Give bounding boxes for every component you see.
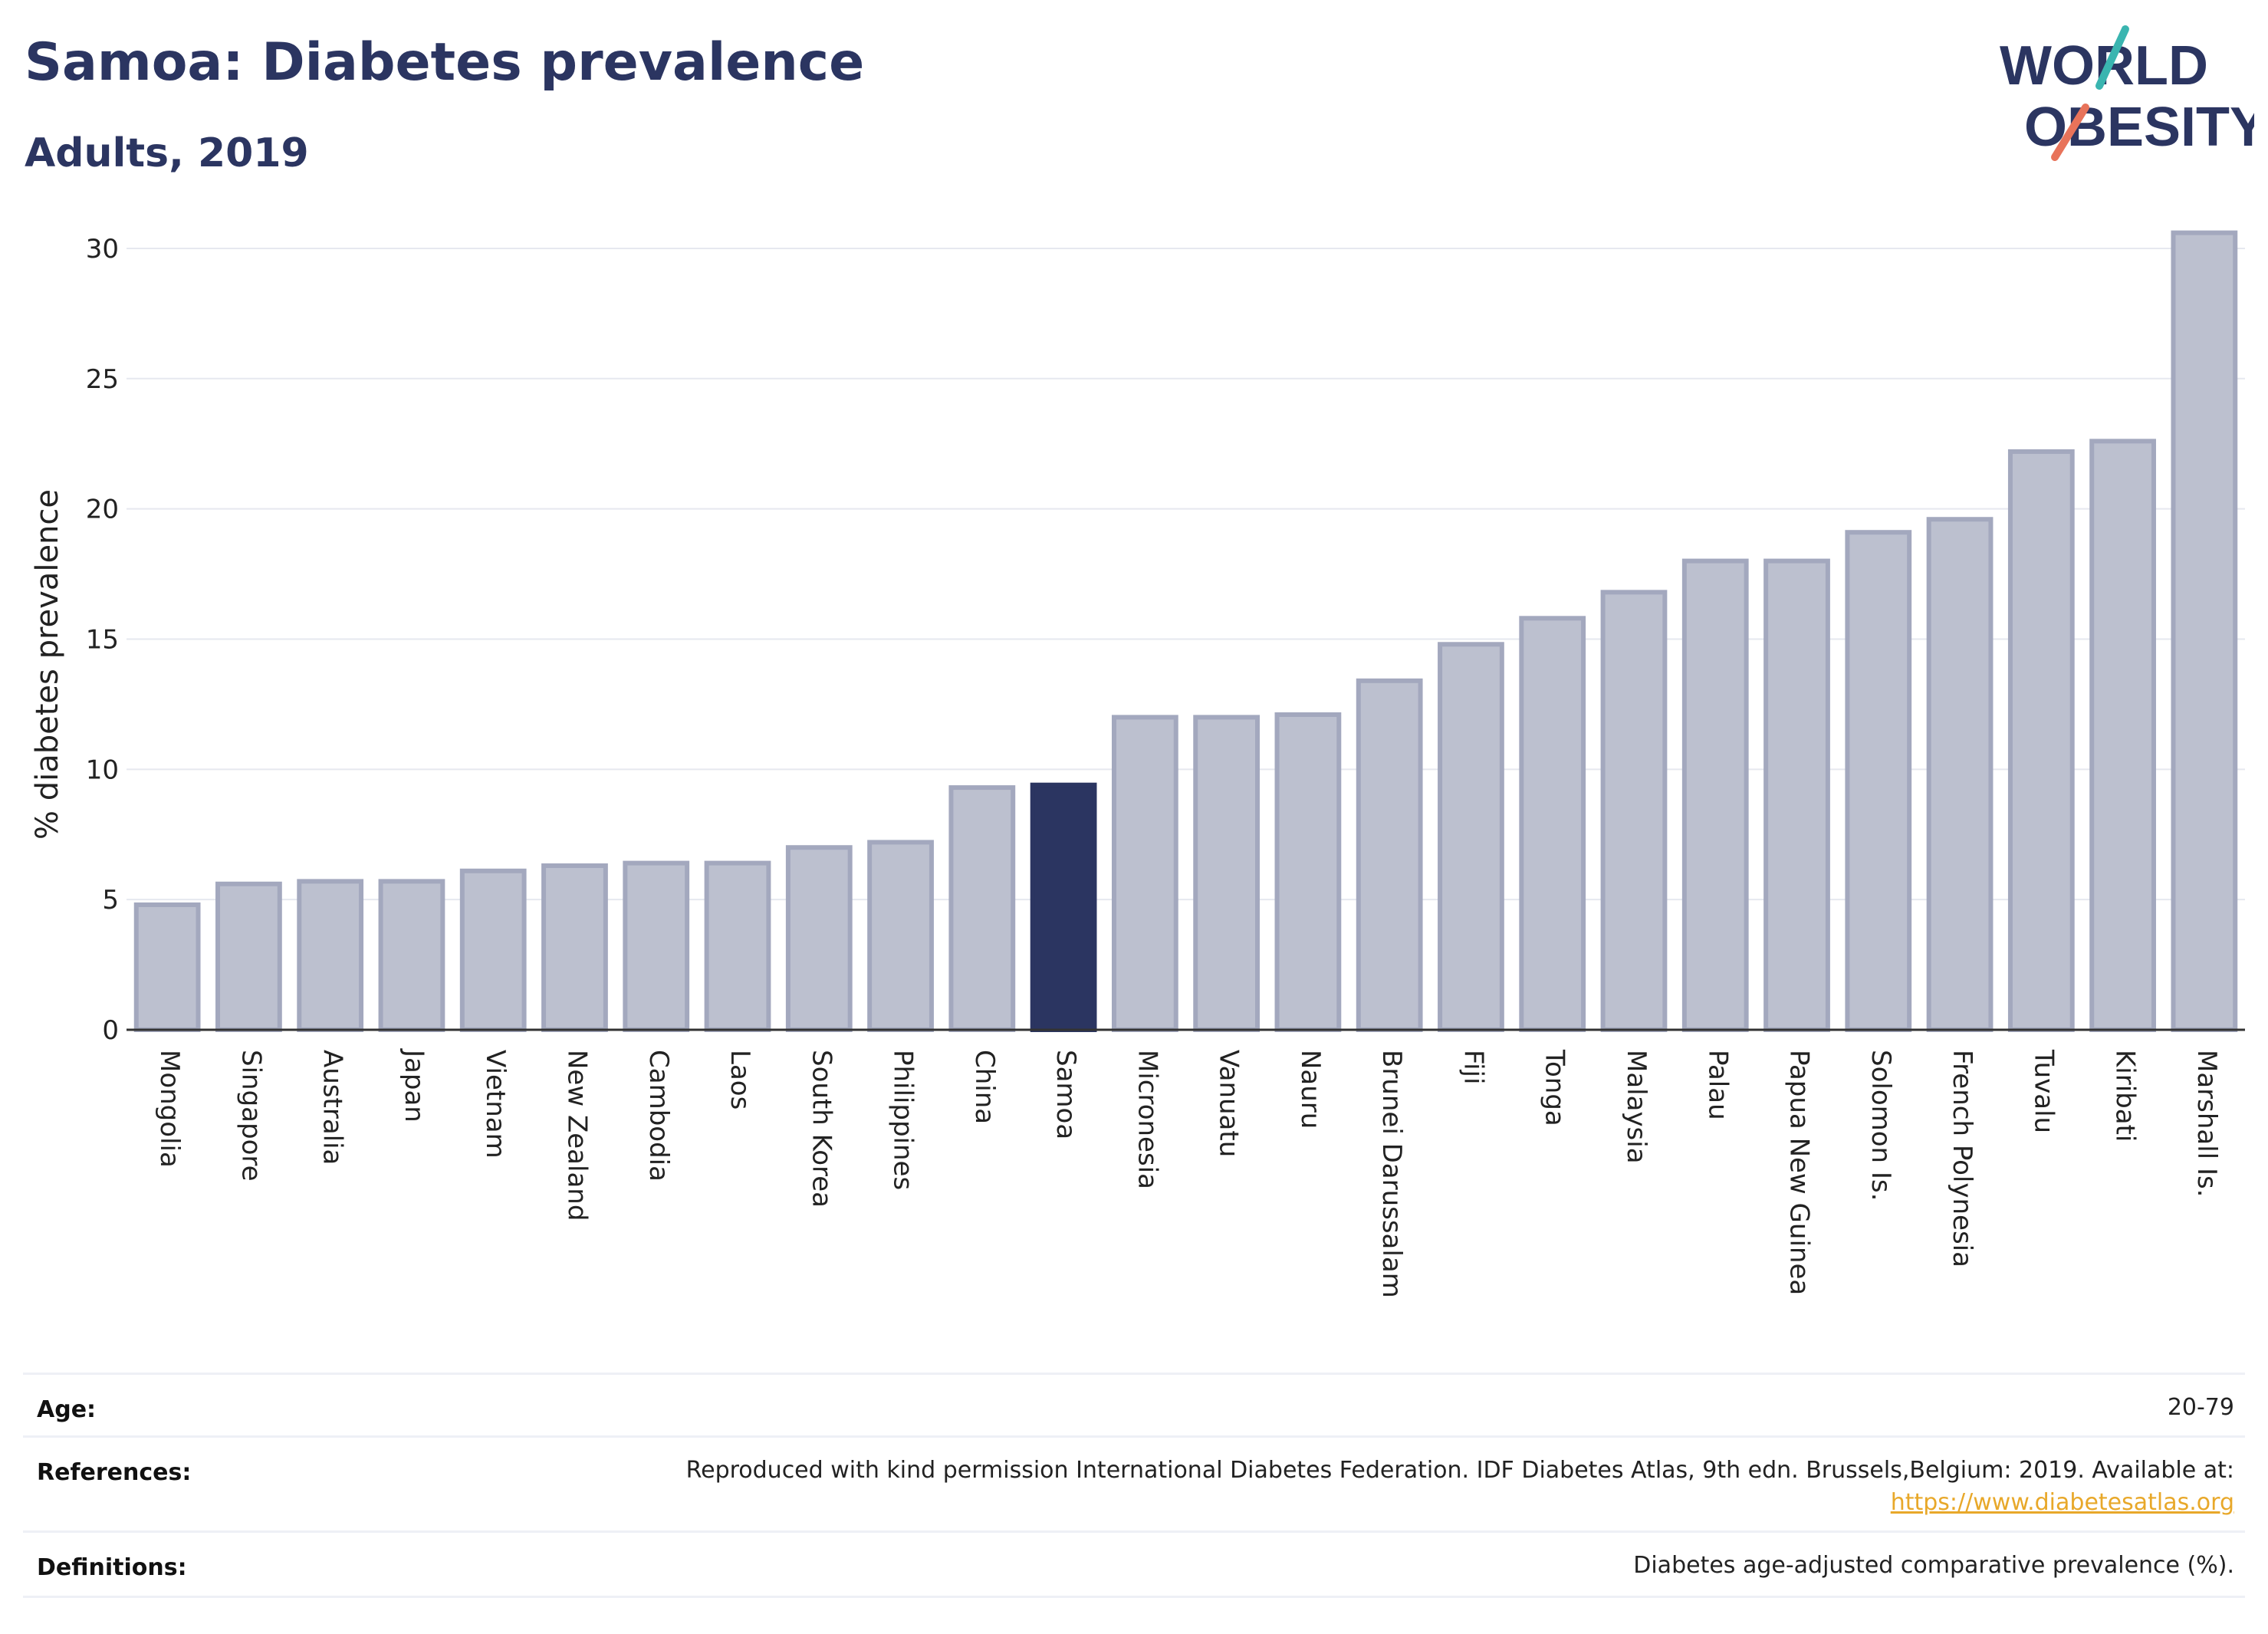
age-value: 20-79	[2167, 1394, 2234, 1421]
chart-title: Samoa: Diabetes prevalence	[25, 32, 865, 93]
bar-cambodia	[623, 860, 690, 1032]
bar-mongolia	[133, 902, 201, 1032]
bar-solomon-is	[1845, 530, 1912, 1032]
bar-vietnam	[459, 868, 527, 1032]
definitions-label: Definitions:	[37, 1554, 187, 1581]
x-tick-label: Palau	[1702, 1050, 1733, 1120]
x-tick-label: Japan	[399, 1048, 429, 1123]
bar-brunei-darussalam	[1356, 678, 1423, 1033]
y-tick-label: 30	[86, 234, 119, 265]
bar-philippines	[867, 840, 934, 1032]
bar-south-korea	[785, 845, 853, 1033]
x-tick-label: Fiji	[1458, 1050, 1488, 1084]
logo-slash-teal	[2095, 25, 2129, 90]
x-tick-label: Laos	[725, 1050, 755, 1110]
y-tick-label: 0	[102, 1015, 119, 1046]
bar-china	[948, 785, 1016, 1032]
x-tick-label: Tuvalu	[2028, 1049, 2059, 1133]
footer-row-references: References: Reproduced with kind permiss…	[23, 1435, 2245, 1533]
x-tick-label: South Korea	[806, 1050, 837, 1208]
x-tick-label: Tonga	[1540, 1049, 1570, 1126]
x-tick-label: New Zealand	[561, 1050, 592, 1221]
bar-chart: 0 5 10 15 20 25 30 Mongolia Singapore Australia J…	[30, 230, 2245, 1298]
bar-french-polynesia	[1926, 517, 1994, 1032]
x-tick-label: Australia	[317, 1050, 348, 1165]
chart-subtitle: Adults, 2019	[25, 130, 309, 176]
bar-nauru	[1274, 712, 1342, 1032]
bar-new-zealand	[541, 863, 608, 1032]
bar-laos	[704, 860, 771, 1032]
world-obesity-logo: WORLD OBESITY	[2000, 25, 2254, 161]
x-tick-label: Vietnam	[480, 1050, 511, 1159]
x-tick-labels: Mongolia Singapore Australia Japan Vietnam Ne…	[154, 1048, 2222, 1298]
bar-tuvalu	[2007, 449, 2075, 1032]
x-tick-label: Philippines	[888, 1050, 919, 1190]
bar-japan	[378, 879, 445, 1033]
bar-papua-new-guinea	[1763, 558, 1830, 1032]
bar-samoa	[1030, 782, 1097, 1033]
x-tick-label: Mongolia	[154, 1050, 185, 1168]
x-tick-label: Singapore	[235, 1050, 266, 1182]
bar-kiribati	[2089, 439, 2156, 1032]
y-tick-label: 20	[86, 495, 119, 525]
bar-vanuatu	[1193, 715, 1261, 1032]
y-tick-label: 25	[86, 364, 119, 395]
x-tick-label: Vanuatu	[1214, 1050, 1244, 1157]
bar-layer	[133, 230, 2238, 1033]
bar-singapore	[215, 881, 282, 1032]
logo-line1: WORLD	[2000, 35, 2208, 97]
y-tick-labels: 0 5 10 15 20 25 30	[86, 234, 119, 1046]
x-tick-label: Marshall Is.	[2191, 1050, 2222, 1198]
y-tick-label: 5	[102, 885, 119, 916]
x-tick-label: Nauru	[1295, 1050, 1326, 1129]
age-label: Age:	[37, 1396, 97, 1423]
x-tick-label: Papua New Guinea	[1784, 1050, 1815, 1295]
x-tick-label: Micronesia	[1132, 1050, 1162, 1189]
bar-malaysia	[1600, 590, 1668, 1032]
bar-tonga	[1519, 616, 1586, 1032]
y-tick-label: 15	[86, 624, 119, 655]
y-tick-label: 10	[86, 755, 119, 785]
bar-micronesia	[1111, 715, 1178, 1032]
bar-australia	[297, 879, 364, 1033]
logo-slash-coral	[2051, 104, 2089, 161]
x-tick-label: Malaysia	[1621, 1050, 1652, 1164]
references-text: Reproduced with kind permission Internat…	[685, 1457, 2234, 1484]
y-axis-label: % diabetes prevalence	[30, 489, 65, 840]
bar-marshall-is	[2171, 230, 2238, 1033]
x-tick-label: French Polynesia	[1947, 1050, 1977, 1267]
x-tick-label: China	[969, 1050, 1000, 1124]
bar-fiji	[1438, 642, 1504, 1032]
x-tick-label: Brunei Darussalam	[1376, 1050, 1407, 1298]
references-value: Reproduced with kind permission Internat…	[686, 1455, 2234, 1519]
footer-row-definitions: Definitions: Diabetes age-adjusted compa…	[23, 1530, 2245, 1598]
references-label: References:	[37, 1459, 192, 1486]
x-tick-label: Cambodia	[643, 1050, 674, 1182]
references-link[interactable]: https://www.diabetesatlas.org	[1890, 1489, 2234, 1516]
bar-palau	[1681, 558, 1749, 1032]
definitions-value: Diabetes age-adjusted comparative preval…	[1633, 1552, 2234, 1579]
x-tick-label: Samoa	[1050, 1050, 1081, 1139]
x-tick-label: Solomon Is.	[1865, 1050, 1896, 1201]
footer-row-age: Age: 20-79	[23, 1373, 2245, 1438]
x-tick-label: Kiribati	[2110, 1050, 2141, 1142]
